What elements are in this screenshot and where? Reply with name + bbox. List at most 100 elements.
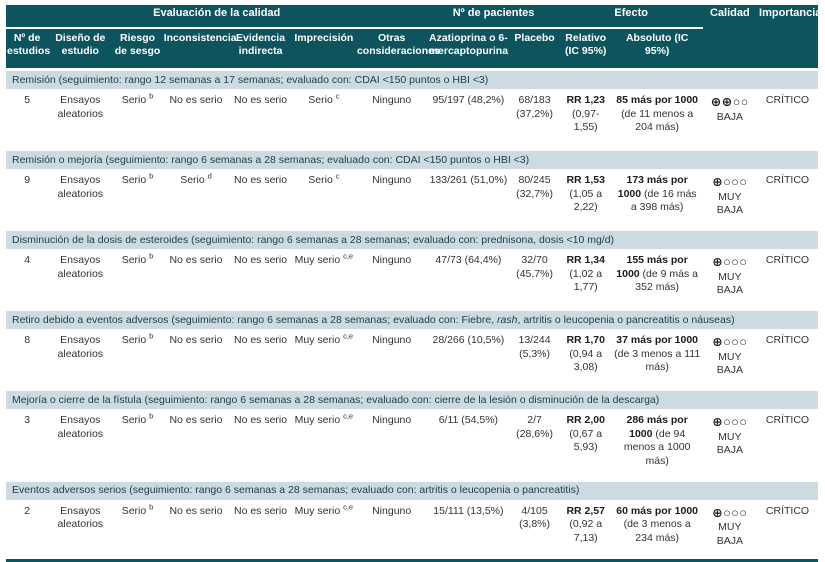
outcome-data-row: 2 Ensayos aleatorios Serio b No es serio No …: [6, 499, 818, 561]
cell-risk-of-bias: Serio b: [112, 499, 163, 561]
cell-other-considerations: Ninguno: [355, 89, 428, 150]
cell-imprecision: Muy serio c,e: [291, 329, 356, 390]
cell-absolute-effect: 286 más por 1000 (de 94 menos a 1000 más…: [611, 409, 703, 481]
outcome-section-row: Retiro debido a eventos adversos (seguim…: [6, 308, 818, 329]
cell-other-considerations: Ninguno: [355, 329, 428, 390]
outcome-title: Remisión o mejoría (seguimiento: rango 6…: [6, 148, 818, 169]
header-col-azathioprine: Azatioprina o 6-mercaptopurina: [427, 28, 510, 70]
page: Evaluación de la calidad Nº de pacientes…: [6, 5, 818, 562]
cell-design: Ensayos aleatorios: [48, 499, 113, 561]
outcome-section-row: Mejoría o cierre de la fístula (seguimie…: [6, 388, 818, 409]
cell-indirectness: No es serio: [229, 499, 292, 561]
cell-risk-of-bias: Serio b: [112, 89, 163, 150]
grade-quality-circles-icon: ⊕○○○: [712, 255, 748, 269]
table-body: Remisión (seguimiento: rango 12 semanas …: [6, 68, 818, 561]
table-header: Evaluación de la calidad Nº de pacientes…: [6, 5, 821, 70]
cell-importance: CRÍTICO: [757, 169, 818, 230]
cell-quality: ⊕○○○ MUY BAJA: [702, 409, 758, 481]
cell-placebo: 68/183 (37,2%): [509, 89, 560, 150]
cell-imprecision: Serio c: [291, 169, 356, 230]
cell-risk-of-bias: Serio b: [112, 169, 163, 230]
grade-quality-label: MUY BAJA: [716, 521, 743, 547]
cell-imprecision: Muy serio c,e: [291, 499, 356, 561]
cell-imprecision: Serio c: [291, 89, 356, 150]
cell-n-studies: 2: [6, 499, 49, 561]
outcome-title: Retiro debido a eventos adversos (seguim…: [6, 308, 818, 329]
cell-design: Ensayos aleatorios: [48, 89, 113, 150]
cell-quality: ⊕○○○ MUY BAJA: [702, 249, 758, 310]
cell-indirectness: No es serio: [229, 249, 292, 310]
cell-risk-of-bias: Serio b: [112, 249, 163, 310]
cell-placebo: 13/244 (5,3%): [509, 329, 560, 390]
outcome-section-row: Eventos adversos serios (seguimiento: ra…: [6, 478, 818, 500]
cell-relative-effect: RR 1,23 (0,97-1,55): [559, 89, 612, 150]
cell-importance: CRÍTICO: [757, 409, 818, 481]
cell-absolute-effect: 173 más por 1000 (de 16 más a 398 más): [611, 169, 703, 230]
cell-n-studies: 4: [6, 249, 49, 310]
cell-inconsistency: No es serio: [162, 499, 230, 561]
grade-quality-circles-icon: ⊕⊕○○: [710, 95, 749, 109]
cell-indirectness: No es serio: [229, 169, 292, 230]
grade-evidence-table: Evaluación de la calidad Nº de pacientes…: [6, 5, 821, 562]
header-col-design: Diseño de estudio: [48, 28, 113, 70]
header-group-patients: Nº de pacientes: [427, 5, 560, 29]
header-col-risk-of-bias: Riesgo de sesgo: [112, 28, 163, 70]
cell-relative-effect: RR 2,57 (0,92 a 7,13): [559, 499, 612, 561]
cell-placebo: 4/105 (3,8%): [509, 499, 560, 561]
cell-other-considerations: Ninguno: [355, 169, 428, 230]
cell-absolute-effect: 85 más por 1000 (de 11 menos a 204 más): [611, 89, 703, 150]
header-col-quality: Calidad: [702, 5, 758, 70]
grade-quality-circles-icon: ⊕○○○: [712, 415, 748, 429]
header-col-importance: Importancia: [757, 5, 821, 70]
cell-placebo: 32/70 (45,7%): [509, 249, 560, 310]
header-col-other-considerations: Otras consideraciones: [355, 28, 440, 70]
cell-azathioprine: 28/266 (10,5%): [427, 329, 510, 390]
cell-indirectness: No es serio: [229, 89, 292, 150]
cell-n-studies: 5: [6, 89, 49, 150]
outcome-section-row: Disminución de la dosis de esteroides (s…: [6, 228, 818, 249]
cell-risk-of-bias: Serio b: [112, 409, 163, 481]
cell-absolute-effect: 155 más por 1000 (de 9 más a 352 más): [611, 249, 703, 310]
header-col-n-studies: Nº de estudios: [6, 28, 50, 70]
cell-relative-effect: RR 1,34 (1,02 a 1,77): [559, 249, 612, 310]
header-col-indirectness: Evidencia indirecta: [229, 28, 292, 70]
cell-importance: CRÍTICO: [757, 499, 818, 561]
cell-relative-effect: RR 1,70 (0,94 a 3,08): [559, 329, 612, 390]
cell-inconsistency: Serio d: [162, 169, 230, 230]
header-col-relative: Relativo (IC 95%): [559, 28, 612, 70]
cell-azathioprine: 15/111 (13,5%): [427, 499, 510, 561]
cell-design: Ensayos aleatorios: [48, 249, 113, 310]
cell-risk-of-bias: Serio b: [112, 329, 163, 390]
cell-other-considerations: Ninguno: [355, 249, 428, 310]
cell-relative-effect: RR 2,00 (0,67 a 5,93): [559, 409, 612, 481]
grade-quality-label: MUY BAJA: [716, 190, 743, 217]
outcome-title: Eventos adversos serios (seguimiento: ra…: [6, 478, 818, 500]
cell-absolute-effect: 60 más por 1000 (de 3 menos a 234 más): [611, 499, 703, 561]
cell-azathioprine: 6/11 (54,5%): [427, 409, 510, 481]
outcome-title: Disminución de la dosis de esteroides (s…: [6, 228, 818, 249]
cell-inconsistency: No es serio: [162, 409, 230, 481]
cell-imprecision: Muy serio c,e: [291, 409, 356, 481]
grade-quality-circles-icon: ⊕○○○: [712, 505, 748, 520]
cell-n-studies: 8: [6, 329, 49, 390]
outcome-data-row: 5 Ensayos aleatorios Serio b No es serio No …: [6, 89, 818, 150]
outcome-section-row: Remisión o mejoría (seguimiento: rango 6…: [6, 148, 818, 169]
cell-azathioprine: 95/197 (48,2%): [427, 89, 510, 150]
cell-n-studies: 9: [6, 169, 49, 230]
cell-quality: ⊕○○○ MUY BAJA: [702, 169, 758, 230]
header-group-effect: Efecto: [559, 5, 703, 29]
cell-placebo: 2/7 (28,6%): [509, 409, 560, 481]
grade-quality-label: BAJA: [716, 110, 743, 123]
cell-relative-effect: RR 1,53 (1,05 a 2,22): [559, 169, 612, 230]
header-sub-row: Nº de estudios Diseño de estudio Riesgo …: [6, 28, 818, 70]
cell-inconsistency: No es serio: [162, 89, 230, 150]
header-col-imprecision: Imprecisión: [291, 28, 356, 70]
header-col-placebo: Placebo: [509, 28, 560, 70]
grade-quality-label: MUY BAJA: [716, 350, 743, 377]
cell-importance: CRÍTICO: [757, 89, 818, 150]
cell-indirectness: No es serio: [229, 409, 292, 481]
cell-absolute-effect: 37 más por 1000 (de 3 menos a 111 más): [611, 329, 703, 390]
cell-azathioprine: 47/73 (64,4%): [427, 249, 510, 310]
cell-indirectness: No es serio: [229, 329, 292, 390]
header-group-quality: Evaluación de la calidad: [6, 5, 428, 29]
